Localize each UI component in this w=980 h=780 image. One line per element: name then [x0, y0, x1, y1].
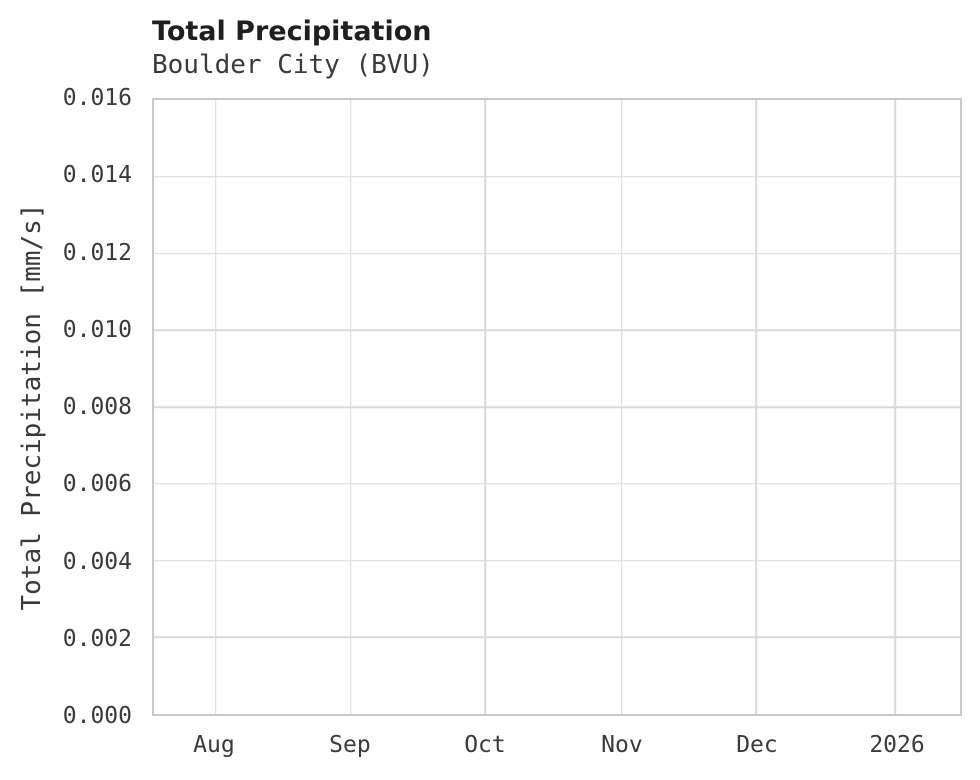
x-tick-label: Oct [464, 732, 506, 758]
x-tick-label: 2026 [869, 732, 925, 758]
y-tick-label: 0.012 [62, 239, 132, 266]
y-tick-label: 0.010 [62, 316, 132, 343]
horizontal-gridline [154, 329, 960, 331]
horizontal-gridline [154, 252, 960, 255]
horizontal-gridline [154, 483, 960, 485]
x-tick-label: Sep [329, 732, 371, 758]
y-tick-label: 0.000 [62, 703, 132, 729]
y-axis-labels: 0.000 0.002 0.004 0.006 0.008 0.010 0.012 0.014… [40, 85, 132, 729]
y-tick-label: 0.006 [62, 471, 132, 498]
x-tick-label: Aug [193, 732, 235, 758]
y-tick-label: 0.004 [62, 548, 132, 575]
x-axis-labels: Aug Sep Oct Nov Dec 2026 [152, 732, 962, 766]
y-tick-label: 0.014 [62, 162, 132, 189]
horizontal-gridline [154, 636, 960, 638]
y-tick-label: 0.002 [62, 625, 132, 652]
y-tick-label: 0.016 [62, 85, 132, 111]
x-tick-label: Dec [736, 732, 778, 758]
plot-area [152, 98, 962, 716]
y-tick-label: 0.008 [62, 394, 132, 420]
chart-title: Total Precipitation [152, 16, 432, 47]
horizontal-gridline [154, 176, 960, 178]
horizontal-gridline [154, 406, 960, 408]
horizontal-gridline [154, 559, 960, 562]
x-tick-label: Nov [601, 732, 643, 758]
chart-subtitle: Boulder City (BVU) [152, 50, 434, 80]
